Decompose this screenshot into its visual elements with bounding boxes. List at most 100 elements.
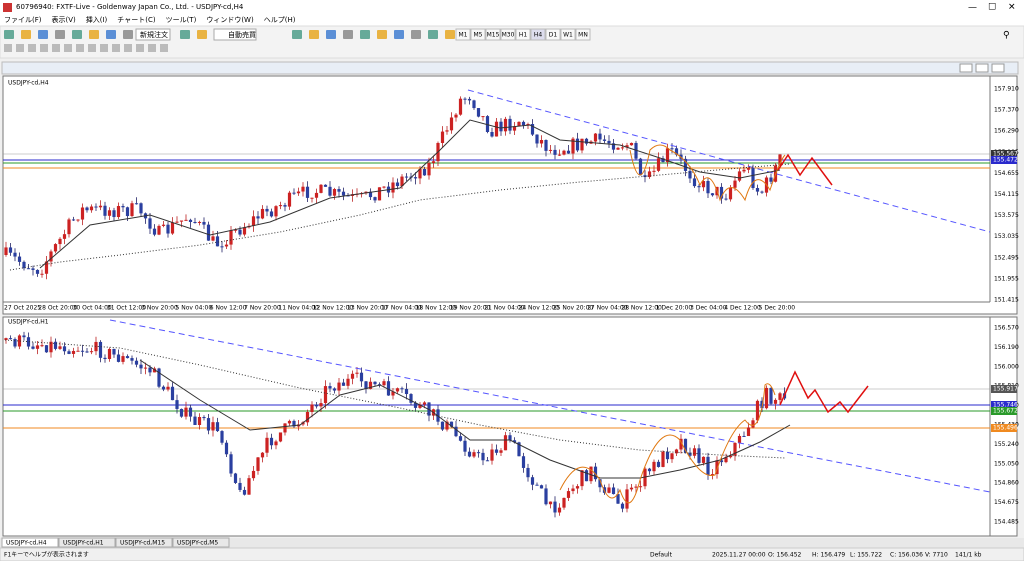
tool-icon[interactable] [106, 30, 116, 39]
candle [472, 452, 476, 457]
tool-icon[interactable] [38, 30, 48, 39]
timeframe-button[interactable] [575, 28, 591, 41]
candle [400, 176, 404, 187]
time-label: 4 Dec 12:00 [724, 305, 761, 312]
candle [80, 350, 85, 352]
tool-icon[interactable] [377, 30, 387, 39]
tool-icon[interactable] [4, 30, 14, 39]
tool-icon[interactable] [394, 30, 404, 39]
tool-icon[interactable] [292, 30, 302, 39]
candle [719, 186, 724, 199]
tool-icon[interactable] [160, 44, 168, 52]
candle [202, 221, 206, 225]
tool-icon[interactable] [445, 30, 455, 39]
tool-icon[interactable] [309, 30, 319, 39]
tool-icon[interactable] [197, 30, 207, 39]
tool-icon[interactable] [123, 30, 133, 39]
chart-tab[interactable] [172, 537, 230, 548]
candle [170, 222, 175, 234]
candle [625, 145, 629, 148]
timeframe-button[interactable] [455, 28, 471, 41]
tool-icon[interactable] [100, 44, 108, 52]
candle [535, 134, 539, 144]
candle [139, 364, 143, 369]
candle [553, 501, 557, 513]
timeframe-button[interactable] [515, 28, 531, 41]
tool-icon[interactable] [72, 30, 82, 39]
new-order-button[interactable] [135, 28, 171, 41]
win-min[interactable] [959, 63, 973, 73]
win-close[interactable] [991, 63, 1005, 73]
menu-item[interactable]: ファイル(F) [4, 16, 42, 24]
timeframe-label: M1 [459, 32, 468, 39]
search-icon[interactable]: ⚲ [1003, 31, 1010, 41]
tool-icon[interactable] [55, 30, 65, 39]
tool-icon[interactable] [124, 44, 132, 52]
candle [409, 394, 413, 403]
candle [166, 224, 170, 234]
timeframe-button[interactable] [530, 28, 546, 41]
tool-icon[interactable] [21, 30, 31, 39]
window-title: 60796940: FXTF-Live - Goldenway Japan Co… [16, 3, 244, 11]
candle [544, 140, 548, 151]
candle [292, 420, 296, 427]
candle [584, 138, 589, 144]
candle [13, 339, 17, 347]
tool-icon[interactable] [411, 30, 421, 39]
tool-icon[interactable] [16, 44, 24, 52]
chart-h1 [2, 316, 1018, 537]
menu-item[interactable]: チャート(C) [117, 16, 156, 24]
timeframe-button[interactable] [500, 28, 516, 41]
tool-icon[interactable] [4, 44, 12, 52]
candle [764, 387, 769, 409]
maximize[interactable]: ☐ [988, 3, 996, 13]
tool-icon[interactable] [64, 44, 72, 52]
tool-icon[interactable] [52, 44, 60, 52]
timeframe-button[interactable] [545, 28, 561, 41]
tool-icon[interactable] [180, 30, 190, 39]
candle [125, 207, 130, 217]
candle [706, 181, 710, 194]
candle [445, 421, 449, 430]
tool-icon[interactable] [76, 44, 84, 52]
candle [197, 221, 202, 223]
menu-item[interactable]: ヘルプ(H) [264, 16, 296, 24]
chart-tab[interactable] [115, 537, 173, 548]
auto-trade-button[interactable] [213, 28, 257, 41]
menu-item[interactable]: ツール(T) [166, 16, 197, 24]
timeframe-button[interactable] [485, 28, 501, 41]
candle [53, 341, 58, 349]
time-label: 5 Dec 20:00 [759, 305, 796, 312]
candle [400, 388, 404, 390]
candle [454, 114, 458, 118]
candle [661, 158, 665, 163]
candle [323, 386, 328, 404]
tool-icon[interactable] [343, 30, 353, 39]
tool-icon[interactable] [40, 44, 48, 52]
menu-item[interactable]: 表示(V) [52, 15, 77, 24]
menu-item[interactable]: 挿入(I) [86, 15, 108, 24]
candle [121, 356, 125, 362]
tool-icon[interactable] [360, 30, 370, 39]
tool-icon[interactable] [326, 30, 336, 39]
tool-icon[interactable] [136, 44, 144, 52]
chart-tab[interactable] [1, 537, 59, 548]
minimize[interactable]: — [968, 3, 977, 13]
close[interactable]: ✕ [1008, 3, 1016, 13]
candle [508, 435, 512, 441]
timeframe-button[interactable] [470, 28, 486, 41]
tool-icon[interactable] [112, 44, 120, 52]
tool-icon[interactable] [428, 30, 438, 39]
candle [26, 337, 31, 347]
chart-tab[interactable] [58, 537, 116, 548]
win-max[interactable] [975, 63, 989, 73]
tool-icon[interactable] [88, 44, 96, 52]
price-tick: 157.910 [994, 86, 1019, 93]
menu-item[interactable]: ウィンドウ(W) [206, 16, 254, 24]
candle [265, 208, 269, 212]
tool-icon[interactable] [28, 44, 36, 52]
tool-icon[interactable] [89, 30, 99, 39]
tool-icon[interactable] [148, 44, 156, 52]
timeframe-button[interactable] [560, 28, 576, 41]
candle [679, 438, 683, 450]
